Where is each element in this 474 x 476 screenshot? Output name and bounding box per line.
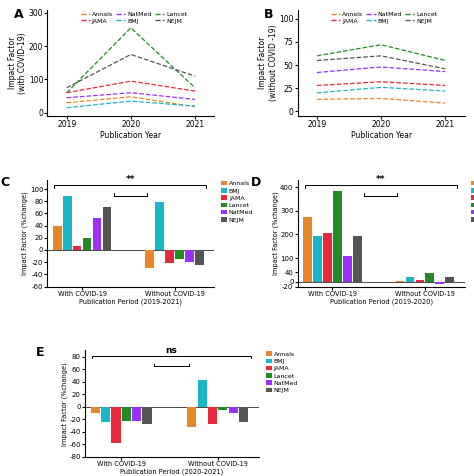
Bar xyxy=(63,197,72,250)
Bar xyxy=(239,407,248,423)
Bar xyxy=(146,250,154,268)
Text: B: B xyxy=(264,9,274,21)
Bar xyxy=(416,279,424,282)
Bar xyxy=(426,273,434,282)
Legend: Annals, BMJ, JAMA, Lancet, NatMed, NEJM: Annals, BMJ, JAMA, Lancet, NatMed, NEJM xyxy=(221,181,253,223)
Bar xyxy=(353,236,362,282)
Bar xyxy=(218,407,228,410)
Bar xyxy=(73,246,82,250)
Bar xyxy=(323,233,332,282)
Bar xyxy=(53,226,62,250)
Bar xyxy=(101,407,110,423)
Text: **: ** xyxy=(376,175,385,184)
Bar xyxy=(102,208,111,250)
Y-axis label: Impact Factor (%change): Impact Factor (%change) xyxy=(62,362,68,446)
Bar xyxy=(343,257,352,282)
Text: D: D xyxy=(251,176,261,188)
Legend: Annals, BMJ, JAMA, Lancet, NatMed, NEJM: Annals, BMJ, JAMA, Lancet, NatMed, NEJM xyxy=(265,351,298,393)
Y-axis label: Impact Factor
(without COVID -19): Impact Factor (without COVID -19) xyxy=(258,24,278,101)
Y-axis label: Impact Factor (%change): Impact Factor (%change) xyxy=(272,191,279,275)
X-axis label: Publication Period (2019-2021): Publication Period (2019-2021) xyxy=(79,298,182,305)
X-axis label: Publication Period (2019-2020): Publication Period (2019-2020) xyxy=(329,298,433,305)
Bar xyxy=(303,217,312,282)
Bar xyxy=(91,407,100,413)
Bar xyxy=(406,277,414,282)
Bar xyxy=(208,407,217,424)
X-axis label: Publication Year: Publication Year xyxy=(351,130,411,139)
Bar xyxy=(175,250,184,259)
Bar xyxy=(313,236,322,282)
Bar xyxy=(333,190,342,282)
Legend: Annals, JAMA, NatMed, BMJ, Lancet, NEJM: Annals, JAMA, NatMed, BMJ, Lancet, NEJM xyxy=(81,11,187,24)
Bar xyxy=(185,250,194,262)
Text: ns: ns xyxy=(165,346,177,355)
Bar xyxy=(155,202,164,250)
Bar xyxy=(436,282,444,284)
Y-axis label: Impact Factor (%change): Impact Factor (%change) xyxy=(22,191,28,275)
Bar xyxy=(132,407,141,421)
Text: C: C xyxy=(0,176,10,188)
Bar xyxy=(187,407,196,427)
Text: **: ** xyxy=(126,175,135,184)
Bar xyxy=(122,407,131,421)
Bar xyxy=(228,407,237,413)
X-axis label: Publication Period (2020-2021): Publication Period (2020-2021) xyxy=(120,468,224,475)
Bar xyxy=(198,380,207,407)
Bar xyxy=(92,218,101,250)
Bar xyxy=(143,407,152,424)
Legend: Annals, BMJ, JAMA, Lancet, NatMed, NEJM: Annals, BMJ, JAMA, Lancet, NatMed, NEJM xyxy=(471,181,474,223)
Bar xyxy=(195,250,204,265)
Legend: Annals, JAMA, NatMed, BMJ, Lancet, NEJM: Annals, JAMA, NatMed, BMJ, Lancet, NEJM xyxy=(331,11,438,24)
Y-axis label: Impact Factor
(with COVID-19): Impact Factor (with COVID-19) xyxy=(8,32,27,94)
Bar xyxy=(165,250,174,263)
Text: A: A xyxy=(14,9,24,21)
Bar xyxy=(111,407,120,443)
X-axis label: Publication Year: Publication Year xyxy=(100,130,161,139)
Bar xyxy=(445,277,454,282)
Text: E: E xyxy=(36,346,45,359)
Bar xyxy=(82,238,91,250)
